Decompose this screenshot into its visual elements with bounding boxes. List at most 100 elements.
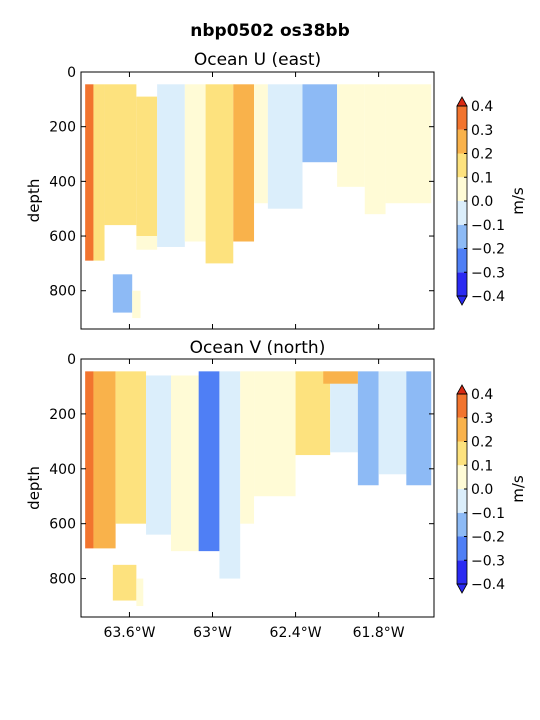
y-tick-label: 400: [49, 174, 76, 190]
colorbar-segment: [457, 248, 467, 273]
colorbar-tick-label: 0.1: [471, 458, 493, 474]
heatmap-region-1: [93, 371, 116, 549]
heatmap-region-13: [406, 371, 432, 486]
heatmap-region-6: [184, 84, 206, 242]
colorbar-segment: [457, 153, 467, 178]
x-tick-label: 61.8°W: [353, 625, 405, 641]
panel-title: Ocean U (east): [194, 50, 321, 70]
colorbar-segment: [457, 441, 467, 466]
heatmap-region-15: [112, 274, 133, 313]
colorbar-tick-label: −0.1: [471, 506, 505, 522]
y-tick-label: 800: [49, 284, 76, 300]
colorbar-tick-label: 0.0: [471, 482, 493, 498]
colorbar: −0.4 −0.3 −0.2 −0.1 0.0 0.1 0.2 0.3 0.4 m/s: [456, 384, 527, 594]
colorbar-segment: [457, 177, 467, 201]
colorbar-segment: [457, 560, 467, 584]
colorbar-extend-low: [456, 583, 468, 594]
heatmap-region-4: [170, 375, 199, 552]
colorbar-tick-label: 0.4: [471, 99, 493, 115]
y-tick-label: 800: [49, 572, 76, 588]
colorbar-extend-low: [456, 295, 468, 306]
y-axis-label: depth: [25, 466, 43, 510]
heatmap-cells: [85, 84, 432, 319]
heatmap-region-4: [136, 236, 158, 250]
colorbar-segment: [457, 106, 467, 130]
heatmap-cells: [85, 371, 432, 607]
heatmap-region-9: [295, 371, 331, 456]
heatmap-region-12: [337, 84, 365, 187]
panels: Ocean U (east) depth 0 200 400 600 800 −0.4 −0.3…: [25, 50, 527, 641]
colorbar-extend-high: [456, 96, 468, 107]
colorbar-tick-label: 0.2: [471, 435, 493, 451]
heatmap-region-10: [330, 371, 358, 453]
heatmap-region-3: [136, 96, 158, 237]
heatmap-region-1: [93, 84, 105, 261]
heatmap-region-7: [205, 84, 234, 264]
y-axis-label: depth: [25, 179, 43, 223]
y-tick-label: 0: [67, 352, 76, 368]
axes-frame: [80, 358, 435, 618]
axes-frame: [80, 71, 435, 330]
heatmap-region-5: [198, 371, 220, 552]
colorbar-segment: [457, 272, 467, 296]
x-tick-label: 63°W: [193, 625, 232, 641]
heatmap-region-2: [115, 371, 147, 524]
y-tick-label: 0: [67, 65, 76, 81]
y-tick-label: 400: [49, 462, 76, 478]
colorbar-segment: [457, 417, 467, 442]
y-tick-label: 200: [49, 407, 76, 423]
heatmap-region-0: [85, 371, 94, 549]
colorbar-tick-label: −0.3: [471, 553, 505, 569]
heatmap-region-7: [240, 371, 255, 524]
heatmap-region-10: [267, 84, 303, 209]
heatmap-region-3: [146, 375, 171, 535]
heatmap-region-8: [233, 84, 255, 242]
colorbar-tick-label: 0.3: [471, 411, 493, 427]
colorbar-tick-label: −0.2: [471, 530, 505, 546]
panel-1: Ocean U (east) depth 0 200 400 600 800 −0.4 −0.3…: [25, 50, 527, 330]
colorbar-segment: [457, 129, 467, 154]
colorbar-segment: [457, 512, 467, 537]
panel-title: Ocean V (north): [190, 338, 326, 358]
heatmap-region-5: [157, 84, 185, 247]
colorbar-tick-label: 0.0: [471, 194, 493, 210]
y-tick-label: 600: [49, 517, 76, 533]
heatmap-region-15: [112, 564, 137, 601]
colorbar-tick-label: 0.1: [471, 170, 493, 186]
x-tick-label: 63.6°W: [103, 625, 155, 641]
heatmap-region-8: [254, 371, 296, 497]
heatmap-region-14: [385, 84, 432, 204]
heatmap-region-12: [378, 371, 407, 475]
colorbar: −0.4 −0.3 −0.2 −0.1 0.0 0.1 0.2 0.3 0.4 m/s: [456, 96, 527, 306]
figure-suptitle: nbp0502 os38bb: [190, 21, 349, 41]
colorbar-tick-label: −0.3: [471, 265, 505, 281]
heatmap-region-11: [302, 84, 338, 163]
heatmap-region-6: [219, 371, 241, 579]
heatmap-region-13: [364, 84, 386, 215]
colorbar-label: m/s: [509, 475, 527, 503]
colorbar-tick-label: −0.4: [471, 289, 505, 305]
heatmap-region-0: [85, 84, 94, 261]
colorbar-label: m/s: [509, 187, 527, 215]
colorbar-tick-label: −0.2: [471, 242, 505, 258]
colorbar-segment: [457, 536, 467, 561]
colorbar-tick-label: −0.1: [471, 218, 505, 234]
heatmap-region-14: [323, 371, 358, 384]
colorbar-segment: [457, 224, 467, 249]
colorbar-tick-label: 0.4: [471, 387, 493, 403]
colorbar-tick-label: −0.4: [471, 577, 505, 593]
panel-2: Ocean V (north) depth 0 200 400 600 800 63.6°W 6…: [25, 338, 527, 641]
y-tick-label: 600: [49, 229, 76, 245]
heatmap-region-16: [136, 578, 144, 607]
colorbar-segment: [457, 201, 467, 225]
heatmap-region-11: [357, 371, 379, 486]
colorbar-tick-label: 0.3: [471, 123, 493, 139]
colorbar-segment: [457, 489, 467, 513]
x-tick-label: 62.4°W: [270, 625, 322, 641]
y-tick-label: 200: [49, 120, 76, 136]
heatmap-region-16: [132, 290, 141, 319]
colorbar-segment: [457, 465, 467, 489]
colorbar-segment: [457, 394, 467, 418]
heatmap-region-9: [254, 84, 268, 204]
heatmap-region-2: [104, 84, 137, 226]
